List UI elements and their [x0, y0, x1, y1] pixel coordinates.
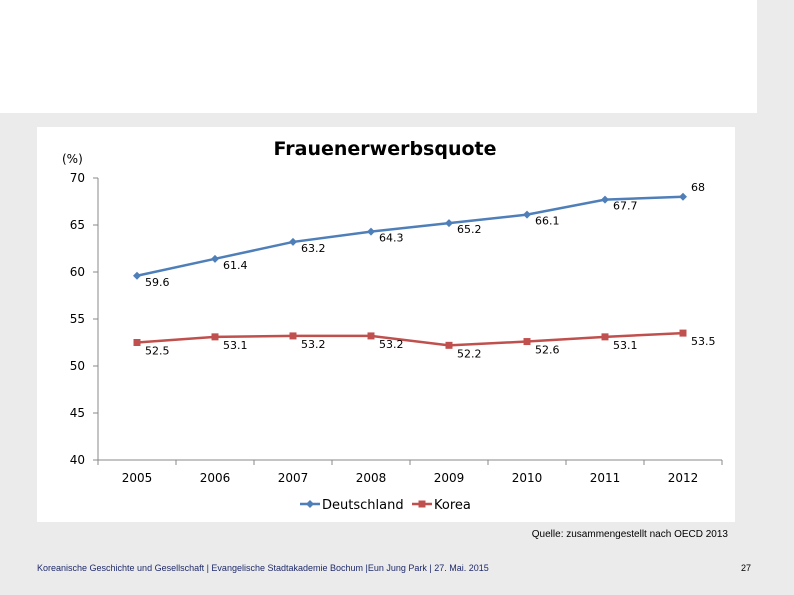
data-label: 68 [691, 181, 705, 194]
data-point [133, 339, 141, 346]
data-label: 53.5 [691, 335, 716, 348]
y-tick-label: 65 [70, 218, 85, 232]
data-label: 52.2 [457, 347, 482, 360]
source-note: Quelle: zusammengestellt nach OECD 2013 [531, 529, 728, 540]
data-label: 53.2 [379, 338, 404, 351]
series-line-korea [136, 331, 684, 347]
data-point [367, 332, 375, 340]
x-tick-label: 2005 [122, 471, 153, 485]
legend-marker [418, 500, 426, 508]
decorative-strip [757, 0, 794, 113]
data-label: 59.6 [145, 276, 170, 289]
legend-label: Korea [434, 498, 471, 513]
data-point [523, 338, 531, 346]
data-point [211, 254, 219, 263]
data-point [211, 333, 219, 341]
data-point [679, 329, 687, 337]
y-tick-label: 60 [70, 265, 85, 279]
data-point [445, 219, 453, 228]
y-tick-label: 70 [70, 171, 85, 185]
y-tick-label: 50 [70, 359, 85, 373]
data-label: 65.2 [457, 223, 482, 236]
data-label: 53.2 [301, 338, 326, 351]
y-tick-label: 40 [70, 453, 85, 467]
data-label: 52.6 [535, 344, 560, 357]
data-point [289, 332, 297, 340]
x-tick-label: 2010 [512, 471, 543, 485]
chart-panel [37, 127, 735, 522]
legend-label: Deutschland [322, 498, 404, 513]
y-tick-label: 45 [70, 406, 85, 420]
x-tick-label: 2008 [356, 471, 387, 485]
data-point [523, 210, 531, 219]
data-label: 52.5 [145, 345, 170, 358]
data-point [679, 192, 687, 201]
slide-title-area [0, 0, 757, 113]
x-tick-label: 2012 [668, 471, 699, 485]
data-label: 66.1 [535, 215, 560, 228]
x-tick-label: 2007 [278, 471, 309, 485]
data-label: 67.7 [613, 200, 638, 213]
data-point [133, 271, 141, 280]
data-label: 64.3 [379, 232, 404, 245]
chart-title: Frauenerwerbsquote [273, 138, 496, 160]
y-tick-label: 55 [70, 312, 85, 326]
x-tick-label: 2006 [200, 471, 231, 485]
data-point [601, 333, 609, 341]
data-point [289, 237, 297, 246]
y-axis-label: (%) [62, 152, 83, 166]
data-point [367, 227, 375, 236]
x-tick-label: 2011 [590, 471, 621, 485]
data-point [601, 195, 609, 204]
data-label: 61.4 [223, 259, 248, 272]
series-line-deutschland [136, 195, 684, 277]
data-label: 53.1 [223, 339, 248, 352]
data-point [445, 341, 453, 349]
footer-text: Koreanische Geschichte und Gesellschaft … [37, 563, 489, 573]
page-number: 27 [741, 563, 752, 573]
x-tick-label: 2009 [434, 471, 465, 485]
legend-marker [306, 500, 314, 508]
data-label: 63.2 [301, 242, 326, 255]
data-label: 53.1 [613, 339, 638, 352]
